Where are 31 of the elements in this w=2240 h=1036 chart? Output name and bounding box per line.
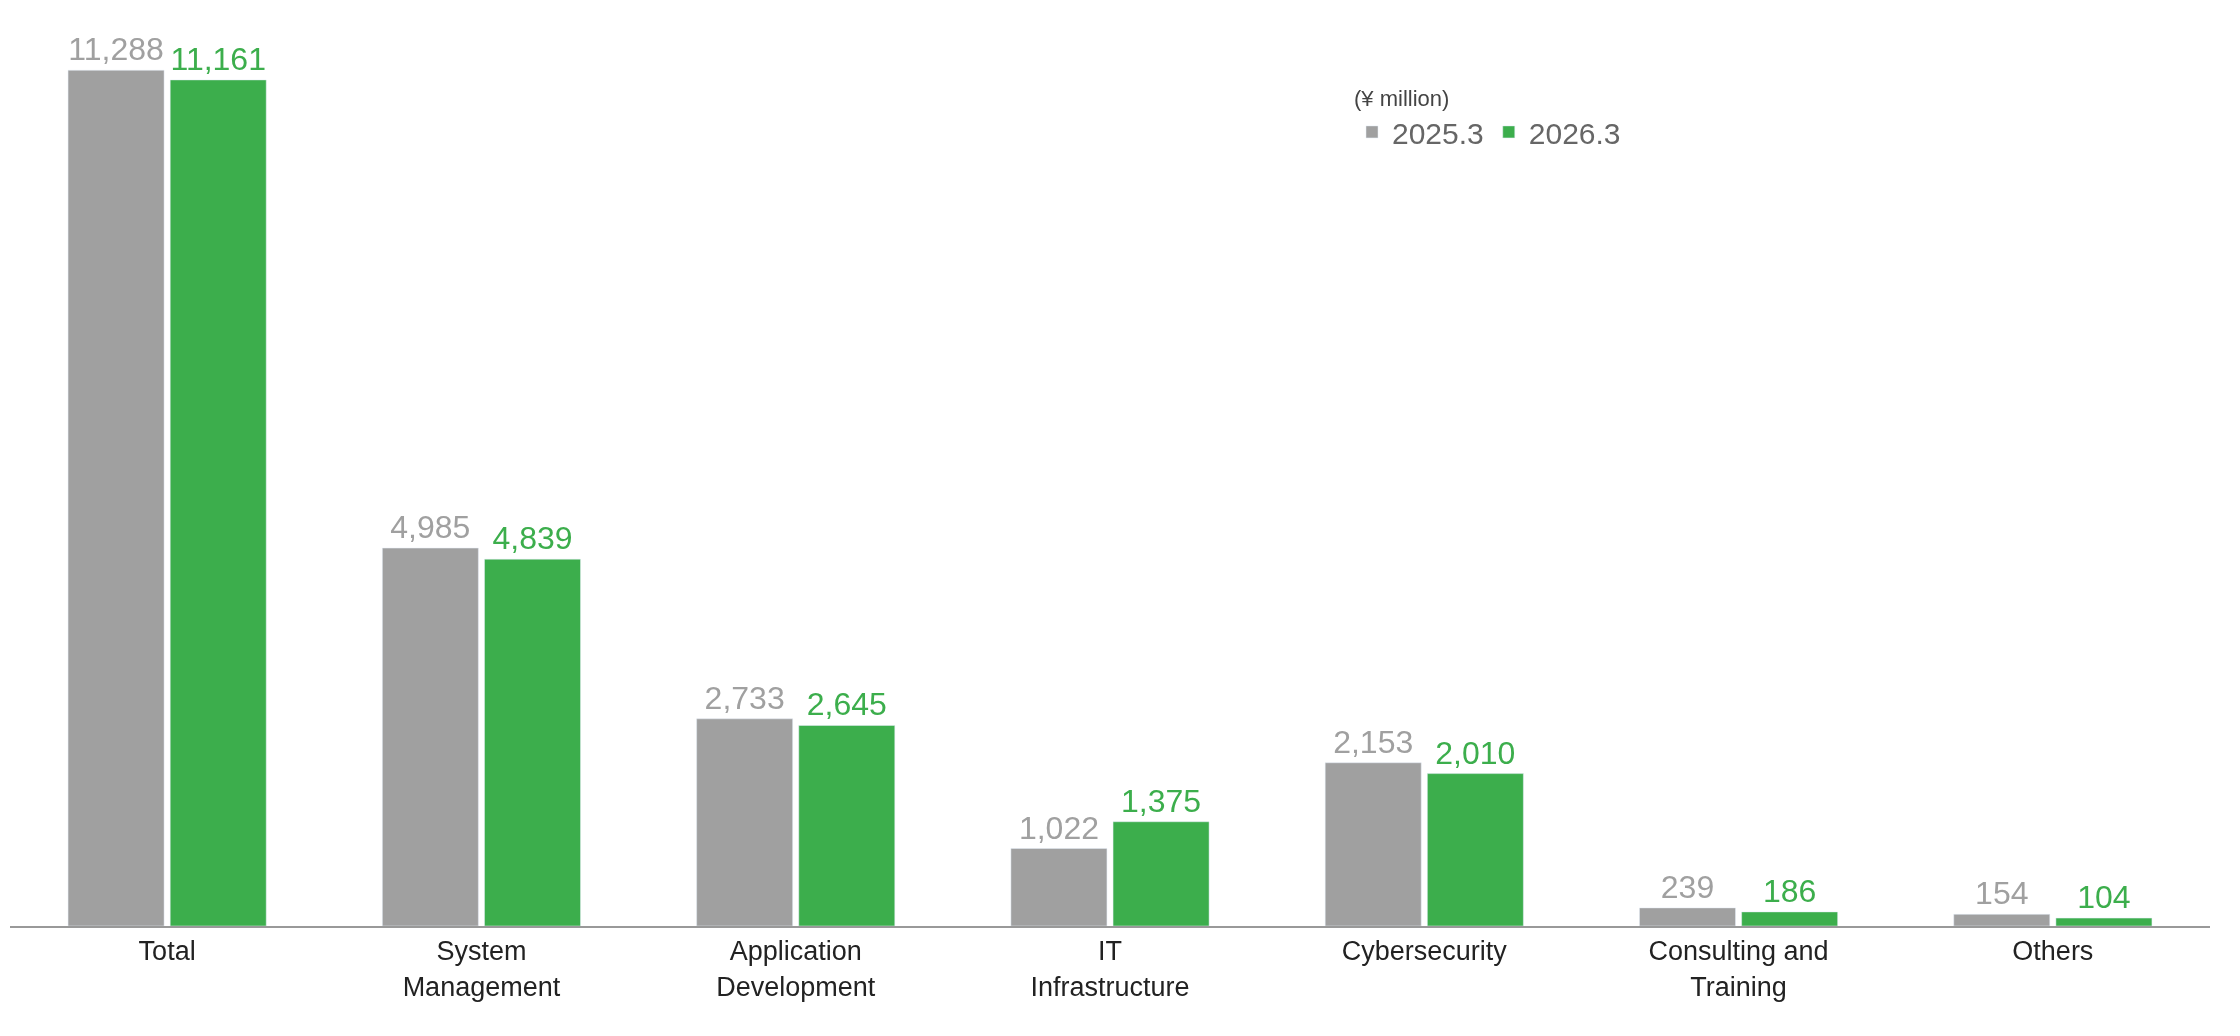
legend-label: 2025.3	[1392, 116, 1484, 150]
data-label: 186	[1762, 872, 1817, 909]
data-label: 154	[1975, 875, 2029, 912]
bar	[2055, 917, 2153, 926]
data-label: 104	[2077, 879, 2131, 916]
legend-title: (¥ million)	[1354, 85, 1450, 111]
data-label: 1,022	[1018, 809, 1099, 846]
bar	[169, 79, 267, 926]
data-label: 4,839	[492, 520, 573, 557]
legend-label: 2026.3	[1528, 116, 1621, 150]
bar	[1741, 911, 1838, 926]
x-tick-label: Others	[2012, 936, 2094, 967]
data-label: 11,161	[170, 40, 266, 77]
data-label: 1,375	[1121, 782, 1202, 819]
bar	[1427, 773, 1524, 926]
x-tick-label: Cybersecurity	[1341, 936, 1508, 967]
data-label: 2,645	[806, 686, 887, 723]
x-tick-label: Application Development	[716, 936, 876, 1002]
x-tick-label: Consulting and Training	[1648, 936, 1829, 1002]
bar	[484, 558, 581, 926]
data-label: 2,153	[1333, 723, 1414, 760]
x-tick-label: IT Infrastructure	[1030, 936, 1190, 1002]
data-label: 11,288	[68, 31, 164, 68]
bar	[1112, 821, 1210, 926]
x-tick-label: Total	[138, 936, 196, 967]
data-label: 239	[1660, 868, 1715, 905]
data-label: 4,985	[390, 509, 471, 546]
data-label: 2,010	[1435, 734, 1516, 771]
data-label: 2,733	[704, 679, 785, 716]
x-tick-label: System Management	[402, 936, 561, 1002]
bar	[798, 725, 896, 926]
